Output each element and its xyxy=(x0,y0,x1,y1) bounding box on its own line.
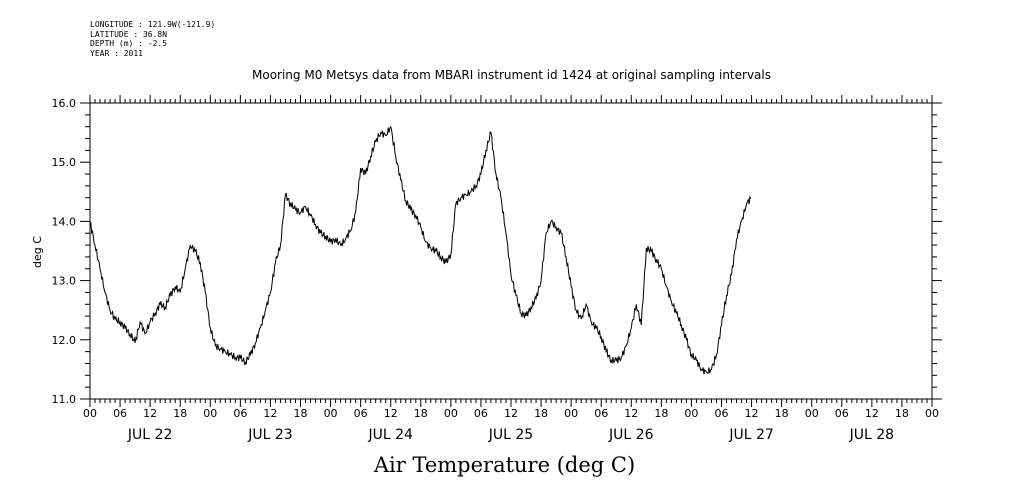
x-hour-tick-label: 00 xyxy=(203,407,217,420)
x-day-label: JUL 27 xyxy=(728,427,773,443)
x-hour-tick-label: 00 xyxy=(83,407,97,420)
x-hour-tick-label: 00 xyxy=(324,407,338,420)
x-hour-tick-label: 00 xyxy=(684,407,698,420)
y-axis-label: deg C xyxy=(31,236,44,268)
y-tick-label: 13.0 xyxy=(52,275,77,288)
longitude-text: LONGITUDE : 121.9W(-121.9) xyxy=(90,20,216,29)
x-hour-tick-label: 18 xyxy=(294,407,308,420)
x-hour-tick-label: 18 xyxy=(173,407,187,420)
x-hour-tick-label: 00 xyxy=(564,407,578,420)
x-hour-tick-label: 00 xyxy=(444,407,458,420)
y-tick-label: 11.0 xyxy=(52,393,77,406)
x-hour-tick-label: 00 xyxy=(805,407,819,420)
x-hour-tick-label: 12 xyxy=(143,407,157,420)
x-hour-tick-label: 12 xyxy=(504,407,518,420)
x-hour-tick-label: 06 xyxy=(594,407,608,420)
depth-text: DEPTH (m) : -2.5 xyxy=(90,39,168,48)
metadata-block: LONGITUDE : 121.9W(-121.9) LATITUDE : 36… xyxy=(90,20,215,58)
x-hour-tick-label: 12 xyxy=(865,407,879,420)
latitude-text: LATITUDE : 36.8N xyxy=(90,29,168,39)
y-tick-label: 16.0 xyxy=(52,97,77,110)
x-hour-tick-label: 06 xyxy=(354,407,368,420)
x-hour-tick-label: 06 xyxy=(715,407,729,420)
x-hour-tick-label: 12 xyxy=(624,407,638,420)
y-tick-label: 12.0 xyxy=(52,334,77,347)
air-temperature-series-line xyxy=(89,125,752,375)
x-hour-tick-label: 12 xyxy=(745,407,759,420)
x-hour-tick-label: 06 xyxy=(835,407,849,420)
x-hour-tick-label: 18 xyxy=(895,407,909,420)
year-text: YEAR : 2011 xyxy=(90,48,143,58)
x-axis-title: Air Temperature (deg C) xyxy=(373,453,636,477)
x-day-label: JUL 22 xyxy=(127,427,172,443)
x-day-label: JUL 28 xyxy=(849,427,894,443)
x-day-label: JUL 25 xyxy=(488,427,533,443)
x-hour-tick-label: 06 xyxy=(233,407,247,420)
x-hour-tick-label: 06 xyxy=(113,407,127,420)
plot-frame xyxy=(89,102,933,400)
chart-title: Mooring M0 Metsys data from MBARI instru… xyxy=(252,68,771,82)
y-tick-label: 15.0 xyxy=(52,156,77,169)
x-hour-tick-label: 18 xyxy=(534,407,548,420)
x-hour-tick-label: 18 xyxy=(414,407,428,420)
x-hour-tick-label: 12 xyxy=(263,407,277,420)
x-day-label: JUL 23 xyxy=(247,427,292,443)
y-tick-label: 14.0 xyxy=(52,215,77,228)
x-day-label: JUL 24 xyxy=(367,427,413,443)
x-day-label: JUL 26 xyxy=(608,427,654,443)
x-hour-tick-label: 00 xyxy=(925,407,939,420)
x-hour-tick-label: 18 xyxy=(654,407,668,420)
x-hour-tick-label: 12 xyxy=(384,407,398,420)
x-hour-tick-label: 06 xyxy=(474,407,488,420)
x-hour-tick-label: 18 xyxy=(775,407,789,420)
